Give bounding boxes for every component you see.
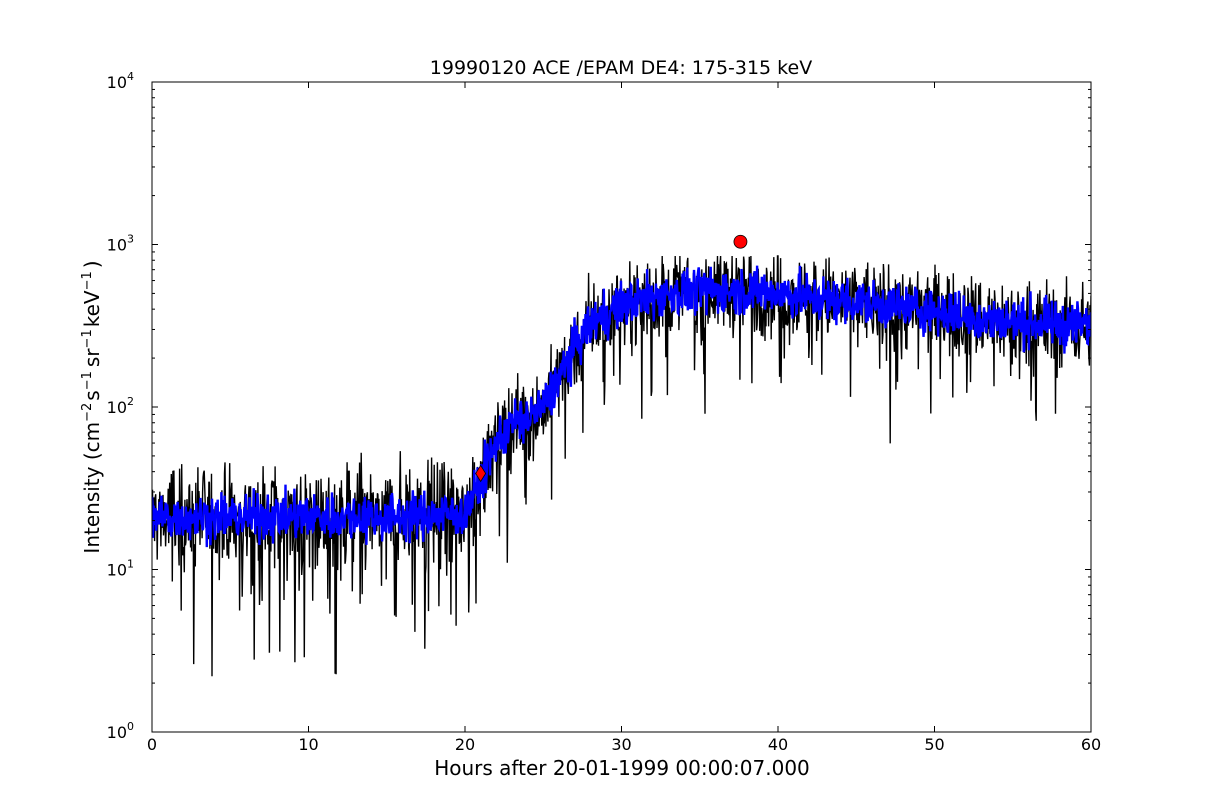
y-tick-exponent: 2 — [127, 395, 134, 408]
y-tick-label: 103 — [107, 233, 134, 255]
y-tick-exponent: 0 — [127, 720, 134, 733]
x-tick-label: 20 — [455, 735, 475, 754]
series-line-smoothed — [152, 265, 1091, 548]
x-tick-label: 60 — [1081, 735, 1101, 754]
x-axis-title: Hours after 20-01-1999 00:00:07.000 — [434, 756, 810, 780]
y-tick-base: 10 — [107, 561, 127, 580]
y-tick-exponent: 1 — [127, 558, 134, 571]
peak-marker-circle — [733, 234, 748, 249]
y-axis-title-start: Intensity (cm — [80, 422, 104, 554]
y-tick-label: 102 — [107, 395, 134, 417]
y-axis-title-mid2: sr — [80, 348, 104, 367]
y-tick-base: 10 — [107, 236, 127, 255]
y-axis-title-mid1: s — [80, 390, 104, 400]
x-tick-labels: 0 10 20 30 40 50 60 — [147, 735, 1101, 754]
y-axis-title-mid3: keV — [80, 290, 104, 327]
marker-layer — [475, 234, 748, 483]
y-axis-title-exp3: −1 — [80, 329, 95, 348]
y-tick-exponent: 3 — [127, 233, 134, 246]
tick-marks — [151, 81, 1092, 733]
y-axis-title-exp2: −1 — [80, 371, 95, 390]
y-tick-label: 101 — [107, 558, 134, 580]
y-axis-title-exp1: −2 — [80, 403, 95, 422]
y-tick-exponent: 4 — [127, 70, 134, 83]
series-layer — [152, 255, 1091, 677]
y-axis-title-end: ) — [80, 260, 104, 268]
y-tick-label: 104 — [107, 70, 134, 92]
plot-area — [151, 81, 1092, 733]
y-axis-title: Intensity (cm−2s−1sr−1keV−1) — [80, 260, 104, 553]
y-tick-base: 10 — [107, 398, 127, 417]
x-tick-label: 40 — [768, 735, 788, 754]
y-tick-base: 10 — [107, 73, 127, 92]
x-tick-label: 50 — [924, 735, 944, 754]
y-axis-title-exp4: −1 — [80, 271, 95, 290]
onset-marker-diamond — [475, 464, 487, 483]
x-tick-label: 30 — [611, 735, 631, 754]
x-tick-label: 10 — [298, 735, 318, 754]
y-tick-base: 10 — [107, 723, 127, 742]
y-tick-label: 100 — [107, 720, 134, 742]
x-tick-label: 0 — [147, 735, 157, 754]
chart-title: 19990120 ACE /EPAM DE4: 175-315 keV — [430, 57, 812, 79]
